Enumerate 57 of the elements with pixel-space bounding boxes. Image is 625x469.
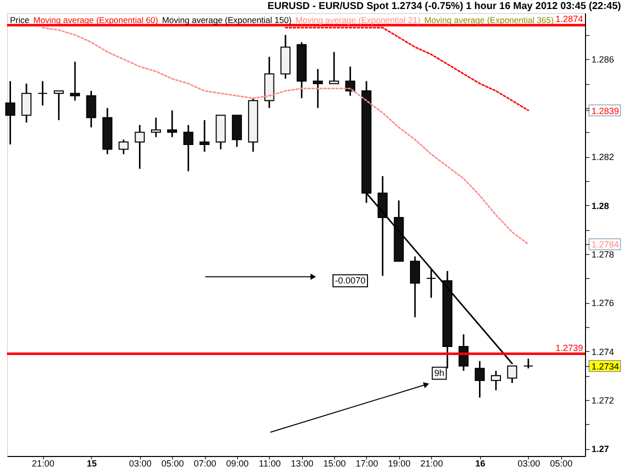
y-tick-label: 1.274 <box>592 346 614 357</box>
line-series <box>42 26 530 245</box>
candlestick <box>167 110 178 138</box>
candlestick <box>70 60 80 102</box>
annotation: 9h <box>434 368 444 378</box>
y-tick-label: 1.2839 <box>592 106 620 116</box>
x-tick-label: 19:00 <box>388 458 411 468</box>
x-tick-label: 16 <box>475 458 486 468</box>
candlestick <box>490 370 501 392</box>
x-tick-label: 15:00 <box>323 458 346 468</box>
candlestick <box>21 82 32 124</box>
legend-label: Moving average (Exponential 150) <box>162 15 292 25</box>
y-tick-label: 1.2784 <box>592 240 620 250</box>
candlestick <box>474 360 485 398</box>
text: Moving average (Exponential 21) <box>296 15 420 25</box>
x-tick-label: 21:00 <box>32 458 54 468</box>
text: Price <box>10 15 30 25</box>
x-tick-label: 13:00 <box>290 458 314 468</box>
annotation: -0.0070 <box>334 276 366 286</box>
x-tick-label: 07:00 <box>194 458 216 468</box>
candlestick <box>134 124 145 170</box>
x-tick-label: 05:00 <box>550 458 572 468</box>
y-tick-label: 1.282 <box>592 152 614 162</box>
y-tick-label: 1.276 <box>592 298 614 308</box>
candlestick <box>183 124 194 172</box>
ref-line-label: 1.2874 <box>555 14 583 24</box>
x-tick-label: 03:00 <box>518 458 540 468</box>
x-tick-label: 15 <box>86 458 97 468</box>
x-tick-label: 09:00 <box>226 458 249 468</box>
candlestick <box>38 80 48 106</box>
candlestick <box>150 116 161 138</box>
y-tick-label: 1.2734 <box>592 361 620 372</box>
y-tick-label: 1.278 <box>592 249 614 260</box>
candlestick <box>410 256 420 318</box>
candlestick <box>54 90 64 121</box>
x-tick-label: 17:00 <box>356 458 378 468</box>
candlestick <box>200 119 210 152</box>
candlestick <box>345 66 356 97</box>
x-tick-label: 11:00 <box>258 458 281 468</box>
candlestick <box>329 51 340 84</box>
y-tick-label: 1.272 <box>592 396 614 406</box>
candlestick <box>86 90 96 128</box>
x-tick-label: 05:00 <box>161 458 184 468</box>
x-tick-label: 03:00 <box>128 458 152 468</box>
y-tick-label: 1.28 <box>592 200 610 211</box>
legend-label: Moving average (Exponential 365) <box>424 15 554 25</box>
candlestick <box>312 68 323 109</box>
text: Moving average (Exponential 60) <box>33 15 158 25</box>
candlestick <box>5 80 16 146</box>
x-tick-label: 21:00 <box>420 458 443 468</box>
chart-title: EURUSD - EUR/USD Spot 1.2734 (-0.75%) 1 hour 16 May 2012 03:45 (22:45) <box>268 1 622 12</box>
candlestick <box>426 268 436 299</box>
ref-line-label: 1.2739 <box>555 342 583 353</box>
y-tick-label: 1.286 <box>592 54 614 65</box>
candlestick <box>523 358 534 370</box>
y-tick-label: 1.27 <box>592 444 610 454</box>
candlestick <box>118 138 129 155</box>
